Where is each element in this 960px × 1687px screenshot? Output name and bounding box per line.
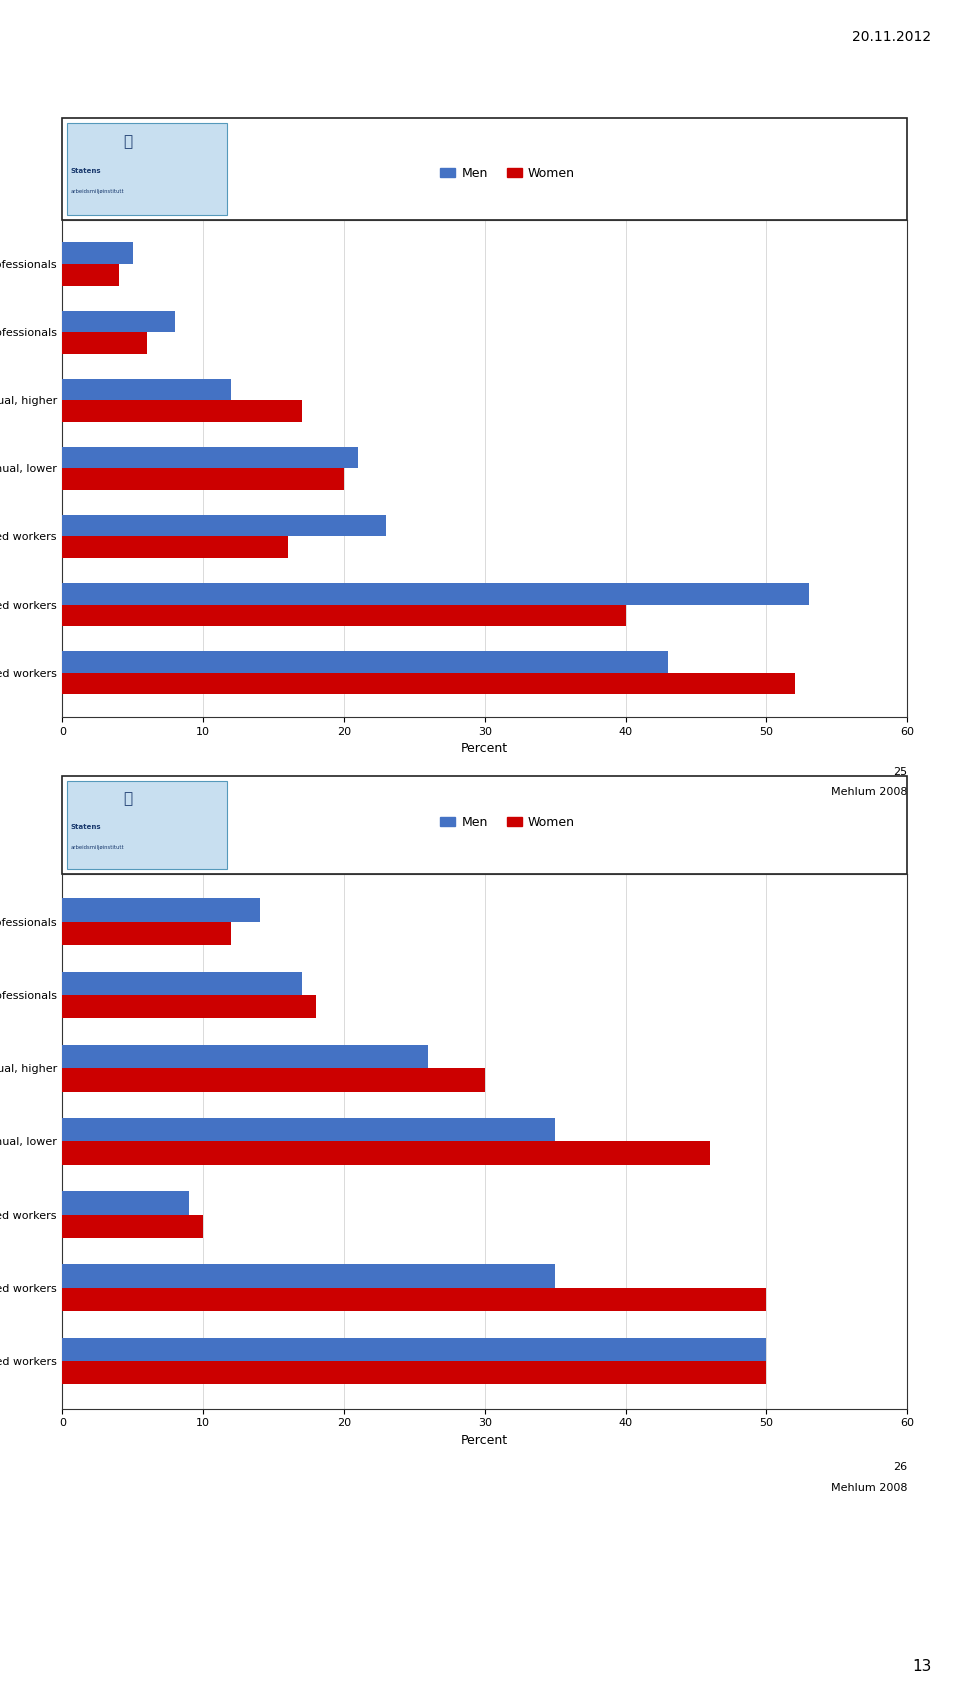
Bar bbox=[62, 536, 288, 558]
Legend: Men, Women: Men, Women bbox=[435, 811, 580, 833]
Text: sosioøkonomisk posisjon: sosioøkonomisk posisjon bbox=[417, 840, 688, 859]
Bar bbox=[62, 400, 301, 422]
Bar bbox=[62, 995, 316, 1019]
Bar bbox=[62, 1338, 766, 1361]
Bar bbox=[62, 899, 259, 921]
Bar bbox=[62, 310, 175, 332]
Legend: Men, Women: Men, Women bbox=[435, 162, 580, 184]
Bar bbox=[62, 972, 301, 995]
Bar bbox=[62, 469, 344, 491]
Text: 🚶: 🚶 bbox=[123, 791, 132, 806]
Text: Går/løfter mye eller tungt fysisk: Går/løfter mye eller tungt fysisk bbox=[375, 138, 730, 160]
X-axis label: Percent: Percent bbox=[461, 1434, 509, 1447]
Text: 25: 25 bbox=[893, 766, 907, 776]
Bar bbox=[62, 1215, 204, 1238]
Text: 26: 26 bbox=[893, 1463, 907, 1473]
Bar bbox=[62, 1264, 555, 1287]
Bar bbox=[66, 781, 228, 869]
Bar bbox=[62, 1142, 710, 1164]
Bar bbox=[62, 673, 795, 695]
Bar bbox=[62, 582, 808, 604]
Bar bbox=[62, 332, 147, 354]
Text: 13: 13 bbox=[912, 1658, 931, 1674]
Bar bbox=[62, 1118, 555, 1142]
Bar bbox=[62, 243, 132, 265]
Bar bbox=[62, 651, 668, 673]
Bar bbox=[62, 1044, 428, 1068]
Bar bbox=[66, 123, 228, 214]
Text: 🚶: 🚶 bbox=[123, 135, 132, 148]
Text: arbeidsmiljøinstitutt: arbeidsmiljøinstitutt bbox=[71, 845, 125, 850]
Text: 20.11.2012: 20.11.2012 bbox=[852, 30, 931, 44]
Bar bbox=[62, 921, 231, 945]
Text: Lav selvbestemmelse etter: Lav selvbestemmelse etter bbox=[403, 796, 702, 815]
Bar bbox=[62, 515, 386, 536]
X-axis label: Percent: Percent bbox=[461, 742, 509, 756]
Bar bbox=[62, 447, 358, 469]
Bar bbox=[62, 1361, 766, 1385]
Text: Statens: Statens bbox=[71, 167, 102, 174]
Bar bbox=[62, 265, 119, 287]
Text: arbeid etter sosioøkon. posisjon: arbeid etter sosioøkon. posisjon bbox=[375, 186, 730, 204]
Bar bbox=[62, 1287, 766, 1311]
Bar bbox=[62, 1191, 189, 1215]
Bar bbox=[62, 378, 231, 400]
Text: arbeidsmiljøinstitutt: arbeidsmiljøinstitutt bbox=[71, 189, 125, 194]
Text: Mehlum 2008: Mehlum 2008 bbox=[830, 1483, 907, 1493]
Text: Mehlum 2008: Mehlum 2008 bbox=[830, 786, 907, 796]
Bar bbox=[62, 604, 626, 626]
Bar bbox=[62, 1068, 485, 1091]
Text: Statens: Statens bbox=[71, 823, 102, 830]
